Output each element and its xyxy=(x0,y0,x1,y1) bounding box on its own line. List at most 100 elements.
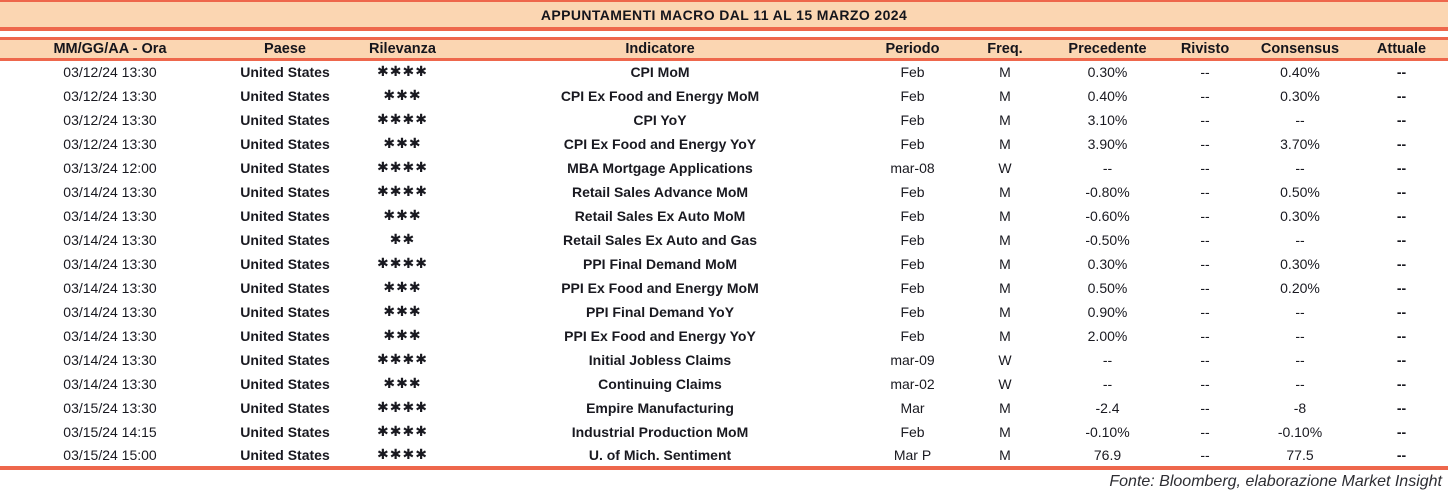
cell-periodo: Feb xyxy=(900,207,925,224)
cell-precedente: -- xyxy=(1102,375,1113,392)
cell-paese: United States xyxy=(240,446,330,463)
cell-consensus: 0.50% xyxy=(1280,183,1320,200)
column-header-datetime: MM/GG/AA - Ora xyxy=(53,41,167,57)
cell-rivisto: -- xyxy=(1200,135,1210,152)
cell-indicatore: CPI Ex Food and Energy YoY xyxy=(563,135,757,152)
cell-rivisto: -- xyxy=(1200,303,1210,320)
cell-consensus: -0.10% xyxy=(1277,423,1323,440)
cell-precedente: -0.80% xyxy=(1085,183,1130,200)
cell-consensus: 0.40% xyxy=(1280,64,1320,81)
table-row: 03/12/24 13:30 United States ✱✱✱✱ CPI MoM Fe… xyxy=(0,60,1448,84)
column-header-consensus: Consensus xyxy=(1260,41,1340,57)
cell-attuale: -- xyxy=(1396,375,1407,392)
table-row: 03/13/24 12:00 United States ✱✱✱✱ MBA Mortg… xyxy=(0,156,1448,180)
cell-datetime: 03/12/24 13:30 xyxy=(63,111,157,128)
relevance-stars: ✱✱✱ xyxy=(383,327,422,344)
cell-consensus: 3.70% xyxy=(1280,135,1320,152)
cell-consensus: -- xyxy=(1295,351,1305,368)
cell-attuale: -- xyxy=(1396,111,1407,128)
cell-precedente: -0.50% xyxy=(1085,231,1130,248)
cell-datetime: 03/14/24 13:30 xyxy=(63,303,157,320)
cell-indicatore: PPI Ex Food and Energy MoM xyxy=(561,279,759,296)
macro-events-table: MM/GG/AA - Ora Paese Rilevanza Indicatore Pe… xyxy=(0,37,1448,470)
cell-periodo: mar-02 xyxy=(890,375,935,392)
cell-freq: M xyxy=(999,207,1011,224)
cell-indicatore: CPI YoY xyxy=(633,111,687,128)
cell-periodo: mar-08 xyxy=(890,159,935,176)
cell-attuale: -- xyxy=(1396,207,1407,224)
cell-periodo: Feb xyxy=(900,111,925,128)
cell-attuale: -- xyxy=(1396,303,1407,320)
table-row: 03/14/24 13:30 United States ✱✱✱ PPI Ex Foo… xyxy=(0,276,1448,300)
column-header-rivisto: Rivisto xyxy=(1180,41,1230,57)
cell-attuale: -- xyxy=(1396,135,1407,152)
cell-consensus: -- xyxy=(1295,231,1305,248)
cell-rivisto: -- xyxy=(1200,327,1210,344)
table-header: MM/GG/AA - Ora Paese Rilevanza Indicatore Pe… xyxy=(0,38,1448,60)
cell-consensus: 0.20% xyxy=(1280,279,1320,296)
cell-indicatore: Empire Manufacturing xyxy=(586,399,734,416)
cell-precedente: -- xyxy=(1102,351,1113,368)
cell-rivisto: -- xyxy=(1200,446,1210,463)
cell-attuale: -- xyxy=(1396,351,1407,368)
cell-periodo: Feb xyxy=(900,231,925,248)
cell-datetime: 03/15/24 13:30 xyxy=(63,399,157,416)
cell-freq: M xyxy=(999,111,1011,128)
table-row: 03/14/24 13:30 United States ✱✱✱✱ PPI Final… xyxy=(0,252,1448,276)
cell-freq: W xyxy=(998,159,1012,176)
cell-paese: United States xyxy=(240,423,330,440)
relevance-stars: ✱✱✱✱ xyxy=(377,159,428,176)
table-row: 03/14/24 13:30 United States ✱✱✱ PPI Final … xyxy=(0,300,1448,324)
cell-precedente: 0.50% xyxy=(1087,279,1128,296)
cell-rivisto: -- xyxy=(1200,255,1210,272)
cell-periodo: Feb xyxy=(900,327,925,344)
cell-consensus: 0.30% xyxy=(1280,255,1320,272)
cell-indicatore: Retail Sales Advance MoM xyxy=(571,183,749,200)
cell-rivisto: -- xyxy=(1200,64,1210,81)
cell-attuale: -- xyxy=(1396,423,1407,440)
cell-freq: M xyxy=(999,423,1011,440)
cell-paese: United States xyxy=(240,183,330,200)
cell-rivisto: -- xyxy=(1200,423,1210,440)
relevance-stars: ✱✱✱✱ xyxy=(377,255,428,272)
cell-consensus: 77.5 xyxy=(1286,446,1314,463)
cell-rivisto: -- xyxy=(1200,111,1210,128)
cell-paese: United States xyxy=(240,255,330,272)
relevance-stars: ✱✱✱✱ xyxy=(377,111,428,128)
cell-datetime: 03/14/24 13:30 xyxy=(63,327,157,344)
table-row: 03/14/24 13:30 United States ✱✱✱ PPI Ex Foo… xyxy=(0,324,1448,348)
cell-precedente: 3.90% xyxy=(1087,135,1128,152)
cell-periodo: Feb xyxy=(900,279,925,296)
cell-precedente: -0.60% xyxy=(1085,207,1130,224)
cell-datetime: 03/14/24 13:30 xyxy=(63,351,157,368)
cell-freq: M xyxy=(999,87,1011,104)
cell-datetime: 03/14/24 13:30 xyxy=(63,207,157,224)
cell-attuale: -- xyxy=(1396,279,1407,296)
cell-paese: United States xyxy=(240,327,330,344)
cell-datetime: 03/12/24 13:30 xyxy=(63,64,157,81)
table-row: 03/15/24 13:30 United States ✱✱✱✱ Empire Ma… xyxy=(0,396,1448,420)
cell-paese: United States xyxy=(240,351,330,368)
relevance-stars: ✱✱✱✱ xyxy=(377,423,428,440)
cell-indicatore: CPI MoM xyxy=(630,64,690,81)
cell-freq: M xyxy=(999,64,1011,81)
cell-paese: United States xyxy=(240,279,330,296)
cell-indicatore: PPI Final Demand MoM xyxy=(582,255,737,272)
cell-indicatore: Continuing Claims xyxy=(598,375,722,392)
table-body: 03/12/24 13:30 United States ✱✱✱✱ CPI MoM Fe… xyxy=(0,60,1448,468)
relevance-stars: ✱✱✱ xyxy=(383,135,422,152)
table-row: 03/15/24 14:15 United States ✱✱✱✱ Industria… xyxy=(0,420,1448,444)
cell-consensus: -- xyxy=(1295,327,1305,344)
cell-periodo: Mar xyxy=(900,399,925,416)
relevance-stars: ✱✱✱ xyxy=(383,303,422,320)
cell-consensus: -8 xyxy=(1293,399,1307,416)
cell-freq: W xyxy=(998,375,1012,392)
cell-datetime: 03/15/24 14:15 xyxy=(63,423,157,440)
cell-freq: M xyxy=(999,327,1011,344)
cell-consensus: -- xyxy=(1295,375,1305,392)
cell-rivisto: -- xyxy=(1200,351,1210,368)
cell-paese: United States xyxy=(240,303,330,320)
cell-precedente: 0.30% xyxy=(1087,64,1128,81)
cell-freq: M xyxy=(999,231,1011,248)
